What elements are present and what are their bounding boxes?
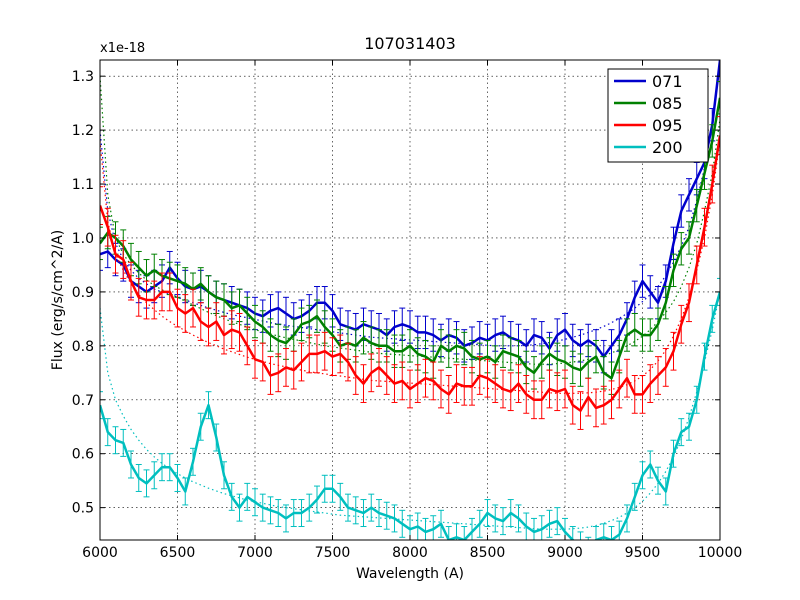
x-tick-label: 9000: [547, 545, 583, 561]
legend-label-071: 071: [652, 72, 683, 91]
x-tick-label: 7500: [315, 545, 351, 561]
y-tick-label: 0.9: [72, 285, 94, 301]
legend-label-200: 200: [652, 138, 683, 157]
line-085: [100, 97, 720, 380]
y-offset-label: x1e-18: [100, 41, 145, 56]
y-tick-label: 0.8: [72, 339, 94, 355]
x-tick-label: 6000: [82, 545, 118, 561]
x-tick-label: 7000: [237, 545, 273, 561]
y-tick-label: 1.1: [72, 177, 94, 193]
legend: 071 085 095 200: [607, 68, 709, 163]
legend-box: [607, 68, 709, 163]
y-tick-label: 0.7: [72, 393, 94, 409]
chart-title: 107031403: [364, 34, 456, 53]
fit-line-085: [100, 76, 720, 365]
x-tick-label: 8500: [470, 545, 506, 561]
y-axis-label: Flux (erg/s/cm^2/A): [50, 230, 66, 370]
x-tick-label: 8000: [392, 545, 428, 561]
y-tick-label: 0.6: [72, 447, 94, 463]
legend-label-085: 085: [652, 94, 683, 113]
fit-line-200: [100, 291, 720, 530]
series-200: [100, 277, 720, 540]
series-group: [100, 60, 720, 540]
axis-ticks: 6000 6500 7000 7500 8000 8500 9000 9500 10000 0.5…: [72, 60, 743, 561]
series-095: [100, 116, 720, 430]
y-tick-label: 1.0: [72, 231, 94, 247]
x-tick-label: 10000: [698, 545, 743, 561]
line-095: [100, 135, 720, 412]
x-tick-label: 6500: [160, 545, 196, 561]
y-tick-label: 1.3: [72, 69, 94, 85]
x-tick-label: 9500: [625, 545, 661, 561]
y-tick-label: 1.2: [72, 123, 94, 139]
x-axis-label: Wavelength (A): [356, 566, 464, 582]
line-200: [100, 291, 720, 540]
y-tick-label: 0.5: [72, 501, 94, 517]
legend-label-095: 095: [652, 116, 683, 135]
